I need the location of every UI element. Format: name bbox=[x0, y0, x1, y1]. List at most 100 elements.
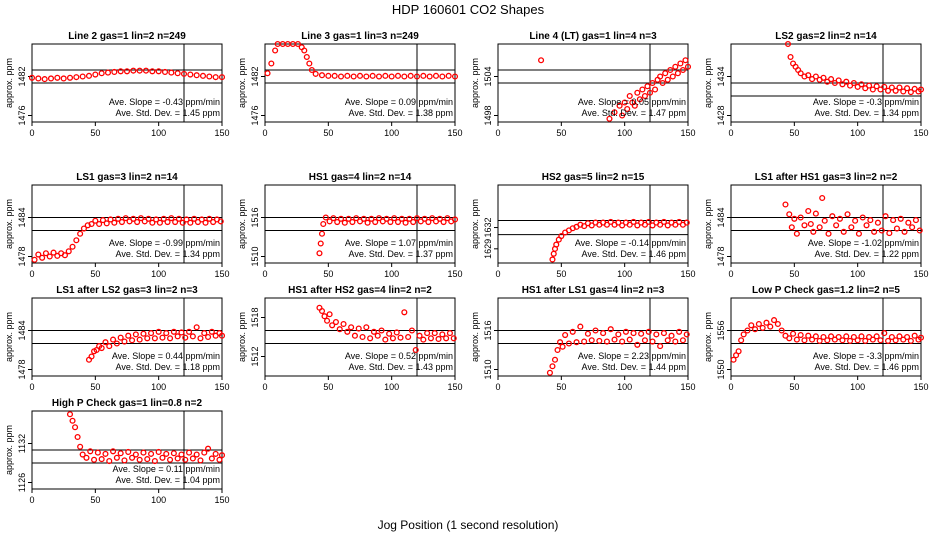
x-tick-label: 50 bbox=[323, 382, 333, 392]
data-point bbox=[129, 454, 136, 461]
data-point bbox=[106, 457, 113, 465]
data-point bbox=[644, 83, 651, 90]
data-point bbox=[759, 324, 766, 331]
data-point bbox=[378, 327, 385, 334]
data-point bbox=[383, 215, 390, 222]
data-point bbox=[641, 221, 648, 228]
data-point bbox=[821, 217, 828, 224]
data-point bbox=[393, 329, 400, 336]
slope-annotation: Ave. Slope = -0.3 ppm/min bbox=[813, 97, 919, 107]
chart-panel: HS1 gas=4 lin=2 n=14 0 50 100 150 1510 1516app… bbox=[237, 172, 463, 279]
x-tick-label: 150 bbox=[913, 269, 928, 279]
x-tick-label: 50 bbox=[789, 382, 799, 392]
x-tick-label: 150 bbox=[214, 269, 229, 279]
data-point bbox=[164, 219, 171, 226]
data-point bbox=[159, 334, 166, 341]
data-point bbox=[901, 228, 908, 235]
x-tick-label: 0 bbox=[262, 269, 267, 279]
data-point bbox=[888, 333, 895, 341]
data-point bbox=[863, 222, 870, 229]
y-axis-label: approx. ppm bbox=[470, 199, 480, 249]
data-point bbox=[812, 73, 819, 80]
data-point bbox=[201, 330, 208, 337]
slope-annotation: Ave. Slope = 0.11 ppm/min bbox=[113, 464, 220, 474]
data-point bbox=[121, 338, 128, 345]
data-point bbox=[549, 363, 556, 370]
y-tick-label: 1516 bbox=[483, 320, 493, 340]
x-tick-label: 0 bbox=[728, 269, 733, 279]
data-point bbox=[167, 335, 174, 342]
data-point bbox=[615, 219, 622, 226]
data-point bbox=[388, 73, 395, 80]
y-tick-label: 1482 bbox=[250, 66, 260, 86]
data-point bbox=[451, 73, 459, 80]
data-point bbox=[553, 241, 560, 248]
slope-annotation: Ave. Slope = 0.09 ppm/min bbox=[345, 97, 453, 107]
data-point bbox=[94, 449, 101, 456]
data-point bbox=[408, 327, 415, 334]
data-point bbox=[389, 335, 396, 342]
data-point bbox=[92, 217, 99, 224]
data-point bbox=[206, 215, 213, 222]
data-point bbox=[684, 63, 692, 70]
data-point bbox=[824, 337, 831, 344]
data-point bbox=[677, 60, 684, 67]
data-point bbox=[363, 324, 370, 331]
data-point bbox=[397, 334, 404, 341]
data-point bbox=[145, 215, 152, 222]
plot-frame bbox=[264, 184, 456, 264]
data-point bbox=[218, 74, 226, 81]
chart-title: High P Check gas=1 lin=0.8 n=2 bbox=[52, 398, 203, 409]
data-point bbox=[99, 217, 106, 224]
data-point bbox=[163, 330, 170, 337]
data-point bbox=[130, 215, 137, 222]
data-point bbox=[350, 73, 357, 80]
plot-frame bbox=[264, 297, 456, 377]
data-point bbox=[218, 452, 226, 459]
data-point bbox=[619, 338, 626, 345]
data-point bbox=[850, 333, 857, 341]
data-point bbox=[337, 73, 345, 80]
data-point bbox=[445, 72, 452, 79]
data-point bbox=[641, 337, 648, 344]
data-point bbox=[615, 331, 622, 338]
data-point bbox=[424, 330, 431, 337]
data-point bbox=[382, 72, 389, 79]
y-axis-label: approx. ppm bbox=[703, 58, 713, 108]
x-tick-label: 0 bbox=[29, 382, 34, 392]
data-point bbox=[820, 333, 827, 341]
data-point bbox=[375, 215, 383, 222]
data-point bbox=[885, 337, 892, 344]
x-tick-label: 100 bbox=[617, 128, 632, 138]
data-point bbox=[41, 76, 48, 83]
chart-title: Line 3 gas=1 lin=3 n=249 bbox=[301, 31, 419, 42]
x-tick-label: 0 bbox=[29, 128, 34, 138]
data-point bbox=[662, 70, 669, 77]
data-point bbox=[218, 332, 226, 339]
y-tick-label: 1484 bbox=[17, 320, 27, 340]
data-point bbox=[911, 332, 918, 339]
x-tick-label: 0 bbox=[29, 269, 34, 279]
chart-panel: High P Check gas=1 lin=0.8 n=2 0 50 100 150 1… bbox=[4, 398, 230, 505]
data-point bbox=[136, 67, 143, 74]
data-point bbox=[843, 333, 850, 340]
data-point bbox=[646, 89, 654, 96]
data-point bbox=[664, 222, 671, 229]
data-point bbox=[142, 67, 150, 74]
data-point bbox=[153, 216, 160, 223]
data-point bbox=[828, 333, 835, 340]
y-tick-label: 1484 bbox=[716, 207, 726, 227]
slope-annotation: Ave. Slope = -3.3 ppm/min bbox=[813, 351, 919, 361]
data-point bbox=[106, 343, 113, 350]
data-point bbox=[178, 329, 185, 336]
data-point bbox=[816, 224, 823, 231]
data-point bbox=[786, 335, 793, 342]
data-point bbox=[104, 69, 112, 76]
data-point bbox=[151, 457, 158, 465]
x-tick-label: 50 bbox=[90, 128, 100, 138]
chart-title: HS1 after LS1 gas=4 lin=2 n=3 bbox=[522, 285, 665, 296]
data-point bbox=[394, 72, 402, 79]
data-point bbox=[904, 333, 911, 341]
data-point bbox=[111, 68, 118, 75]
data-point bbox=[638, 330, 645, 337]
